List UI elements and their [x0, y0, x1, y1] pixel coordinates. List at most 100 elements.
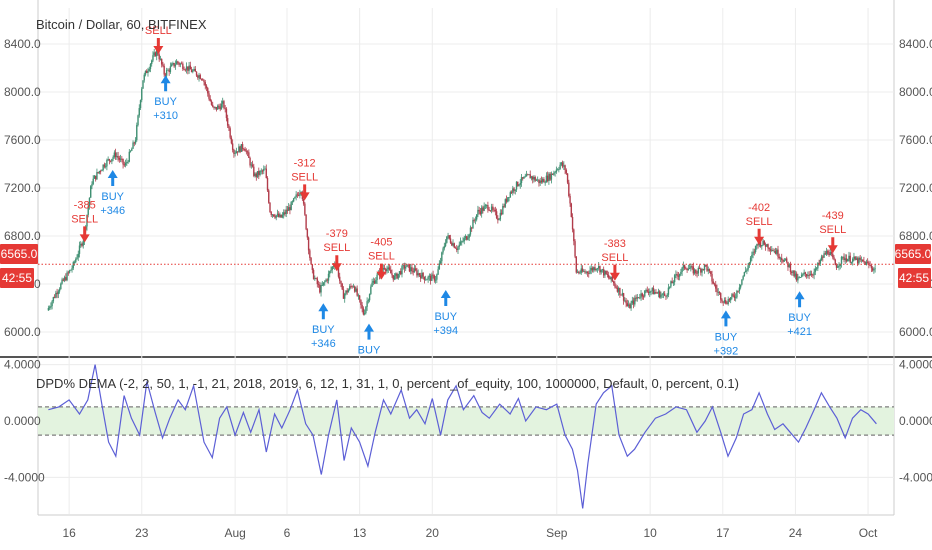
candle-body	[365, 306, 367, 314]
candle-body	[136, 125, 138, 141]
candle-body	[667, 287, 670, 295]
candle-body	[861, 259, 864, 262]
candle-body	[617, 287, 620, 292]
candle-body	[163, 65, 165, 75]
candle-body	[672, 282, 675, 284]
candle-body	[651, 288, 653, 291]
candle-body	[717, 291, 719, 293]
candle-body	[332, 265, 335, 267]
candle-body	[51, 301, 53, 307]
candle-body	[510, 192, 513, 193]
candle-body	[357, 295, 360, 297]
sell-label: SELL	[323, 242, 350, 254]
price-badge-right: 6565.0 42:55	[895, 244, 932, 288]
candle-body	[492, 206, 494, 210]
candle-body	[512, 188, 514, 193]
candle-body	[429, 275, 432, 281]
candle-body	[436, 274, 438, 280]
candle-body	[631, 300, 634, 304]
candle-body	[449, 238, 452, 243]
candle-body	[575, 256, 577, 273]
candle-body	[57, 291, 60, 295]
candle-body	[391, 273, 393, 276]
candle-body	[172, 63, 174, 65]
candle-body	[837, 266, 839, 268]
candle-body	[296, 194, 299, 196]
candle-body	[746, 269, 748, 271]
price-tick-label-right: 6800.0	[899, 229, 932, 243]
candle-body	[118, 157, 121, 160]
candle-body	[815, 268, 818, 270]
buy-arrow-icon	[107, 170, 118, 186]
candle-body	[363, 313, 366, 315]
candle-body	[180, 63, 183, 65]
candle-body	[477, 209, 479, 215]
candle-body	[767, 244, 769, 249]
candle-body	[128, 151, 131, 162]
candle-body	[226, 118, 229, 126]
candle-body	[58, 289, 61, 292]
candle-body	[844, 258, 846, 261]
candle-body	[295, 194, 297, 198]
candle-body	[82, 241, 84, 246]
candle-body	[93, 175, 96, 179]
candle-body	[438, 263, 441, 270]
candle-body	[467, 237, 469, 240]
candle-body	[218, 105, 220, 107]
candle-body	[290, 202, 292, 211]
candle-body	[743, 271, 746, 277]
candle-body	[475, 214, 478, 220]
candle-body	[193, 68, 195, 71]
candle-body	[463, 238, 465, 242]
x-tick-label: 20	[426, 526, 440, 540]
candle-body	[485, 205, 488, 206]
price-badge-left-text: 6565.0	[1, 247, 38, 261]
candle-body	[106, 160, 108, 167]
candle-body	[279, 214, 281, 217]
candle-body	[754, 245, 757, 253]
candle-body	[774, 250, 777, 254]
candle-body	[566, 173, 569, 183]
candle-body	[281, 214, 284, 218]
candle-body	[580, 268, 582, 273]
candle-body	[87, 206, 89, 215]
candle-body	[78, 245, 81, 254]
price-tick-label-left: 6000.0	[4, 325, 41, 339]
candle-body	[830, 252, 833, 254]
candle-body	[208, 93, 210, 99]
candle-body	[312, 269, 315, 280]
candle-body	[695, 269, 697, 274]
candle-body	[263, 168, 265, 171]
candle-body	[347, 289, 350, 293]
candle-body	[270, 212, 272, 215]
candle-body	[234, 153, 236, 154]
candle-body	[555, 169, 558, 173]
oscillator-series	[48, 364, 877, 509]
candle-body	[439, 261, 442, 264]
candle-body	[814, 268, 817, 272]
candle-body	[505, 199, 508, 202]
candle-body	[366, 301, 368, 307]
candle-body	[660, 294, 662, 298]
sell-label: SELL	[71, 213, 98, 225]
candle-body	[683, 264, 686, 269]
candle-body	[627, 304, 630, 307]
candle-body	[316, 278, 319, 285]
oscillator-panel	[38, 359, 894, 514]
oscillator-line	[48, 364, 877, 509]
candle-body	[322, 282, 325, 285]
candle-body	[649, 291, 651, 293]
candle-body	[223, 101, 225, 108]
candle-body	[606, 274, 609, 276]
buy-pnl-label: +346	[311, 338, 336, 350]
candle-body	[539, 180, 541, 184]
candle-body	[482, 207, 484, 211]
candle-body	[231, 143, 234, 150]
candle-body	[773, 250, 775, 252]
sell-arrow-icon	[153, 38, 164, 54]
candle-body	[538, 179, 540, 184]
candle-body	[179, 63, 182, 65]
candle-body	[342, 289, 345, 299]
candle-body	[576, 271, 579, 273]
sell-pnl-label: -383	[604, 238, 626, 250]
